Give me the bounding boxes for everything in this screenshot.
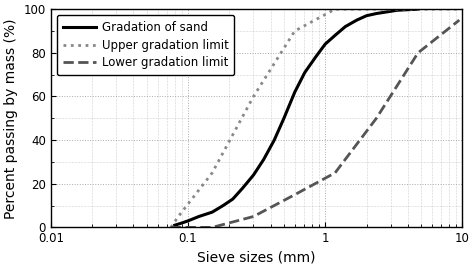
Gradation of sand xyxy=(179,221,184,225)
Lower gradation limit xyxy=(332,171,338,175)
X-axis label: Sieve sizes (mm): Sieve sizes (mm) xyxy=(197,251,316,265)
Upper gradation limit xyxy=(210,171,215,175)
Gradation of sand xyxy=(354,19,360,22)
Lower gradation limit xyxy=(251,215,256,218)
Gradation of sand xyxy=(415,8,421,11)
Upper gradation limit xyxy=(456,8,462,11)
Upper gradation limit xyxy=(332,8,338,11)
Line: Lower gradation limit: Lower gradation limit xyxy=(171,20,459,227)
Gradation of sand xyxy=(251,174,256,177)
Gradation of sand xyxy=(230,197,236,201)
Gradation of sand xyxy=(261,158,266,161)
Upper gradation limit xyxy=(175,215,181,218)
Upper gradation limit xyxy=(415,8,421,11)
Gradation of sand xyxy=(196,215,202,218)
Lower gradation limit xyxy=(415,51,421,54)
Gradation of sand xyxy=(332,34,338,37)
Upper gradation limit xyxy=(251,95,256,98)
Lower gradation limit xyxy=(210,226,215,229)
Lower gradation limit xyxy=(456,19,462,22)
Gradation of sand xyxy=(172,224,178,227)
Upper gradation limit xyxy=(168,226,174,229)
Gradation of sand xyxy=(302,71,308,74)
Gradation of sand xyxy=(185,219,191,222)
Gradation of sand xyxy=(313,56,319,59)
Gradation of sand xyxy=(394,9,400,12)
Upper gradation limit xyxy=(292,29,298,33)
Upper gradation limit xyxy=(374,8,379,11)
Line: Gradation of sand: Gradation of sand xyxy=(175,9,418,225)
Gradation of sand xyxy=(272,139,277,142)
Lower gradation limit xyxy=(374,117,379,120)
Gradation of sand xyxy=(210,211,215,214)
Gradation of sand xyxy=(322,43,328,46)
Gradation of sand xyxy=(220,204,226,207)
Y-axis label: Percent passing by mass (%): Percent passing by mass (%) xyxy=(4,18,18,218)
Line: Upper gradation limit: Upper gradation limit xyxy=(171,9,459,227)
Gradation of sand xyxy=(374,12,379,15)
Gradation of sand xyxy=(281,117,287,120)
Gradation of sand xyxy=(342,25,348,28)
Lower gradation limit xyxy=(168,226,174,229)
Gradation of sand xyxy=(292,90,298,94)
Legend: Gradation of sand, Upper gradation limit, Lower gradation limit: Gradation of sand, Upper gradation limit… xyxy=(57,15,234,75)
Gradation of sand xyxy=(240,186,246,190)
Lower gradation limit xyxy=(292,193,298,196)
Gradation of sand xyxy=(364,14,369,17)
